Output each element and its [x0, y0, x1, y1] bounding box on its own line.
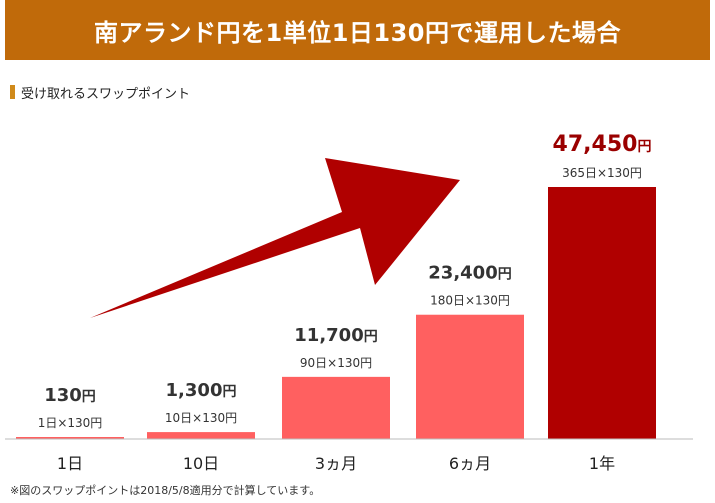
value-label: 47,450円 — [553, 132, 652, 157]
bar — [548, 187, 656, 439]
header-banner: 南アランド円を1単位1日130円で運用した場合 — [5, 0, 710, 60]
formula-label: 365日×130円 — [562, 166, 642, 180]
formula-label: 1日×130円 — [38, 416, 103, 430]
value-unit: 円 — [82, 389, 96, 405]
value-label: 11,700円 — [294, 325, 377, 346]
value-number: 11,700 — [294, 325, 363, 346]
trend-arrow-icon — [90, 158, 460, 318]
category-label: 6ヵ月 — [449, 454, 491, 473]
bar — [147, 432, 255, 439]
value-unit: 円 — [222, 384, 236, 400]
category-label: 3ヵ月 — [315, 454, 357, 473]
category-label: 10日 — [183, 454, 219, 473]
page-title: 南アランド円を1単位1日130円で運用した場合 — [94, 18, 621, 47]
bar — [16, 437, 124, 439]
labels-group: 1日×130円130円1日10日×130円1,300円10日90日×130円11… — [38, 132, 652, 473]
formula-label: 180日×130円 — [430, 294, 510, 308]
value-label: 1,300円 — [166, 380, 237, 401]
value-number: 1,300 — [166, 380, 223, 401]
value-unit: 円 — [637, 139, 651, 155]
section-heading: 受け取れるスワップポイント — [10, 84, 191, 102]
heading-marker-icon — [10, 85, 15, 99]
formula-label: 10日×130円 — [165, 411, 237, 425]
value-unit: 円 — [364, 329, 378, 345]
category-label: 1年 — [589, 454, 615, 473]
value-label: 23,400円 — [428, 263, 511, 284]
value-number: 130 — [44, 385, 82, 406]
value-unit: 円 — [498, 267, 512, 283]
section-heading-text: 受け取れるスワップポイント — [21, 86, 191, 102]
footnote: ※図のスワップポイントは2018/5/8適用分で計算しています。 — [10, 484, 321, 497]
bar — [416, 314, 524, 439]
value-number: 23,400 — [428, 263, 497, 284]
value-label: 130円 — [44, 385, 96, 406]
formula-label: 90日×130円 — [300, 356, 372, 370]
category-label: 1日 — [57, 454, 83, 473]
bar — [282, 376, 390, 439]
value-number: 47,450 — [553, 132, 638, 157]
bars-group — [16, 187, 656, 439]
